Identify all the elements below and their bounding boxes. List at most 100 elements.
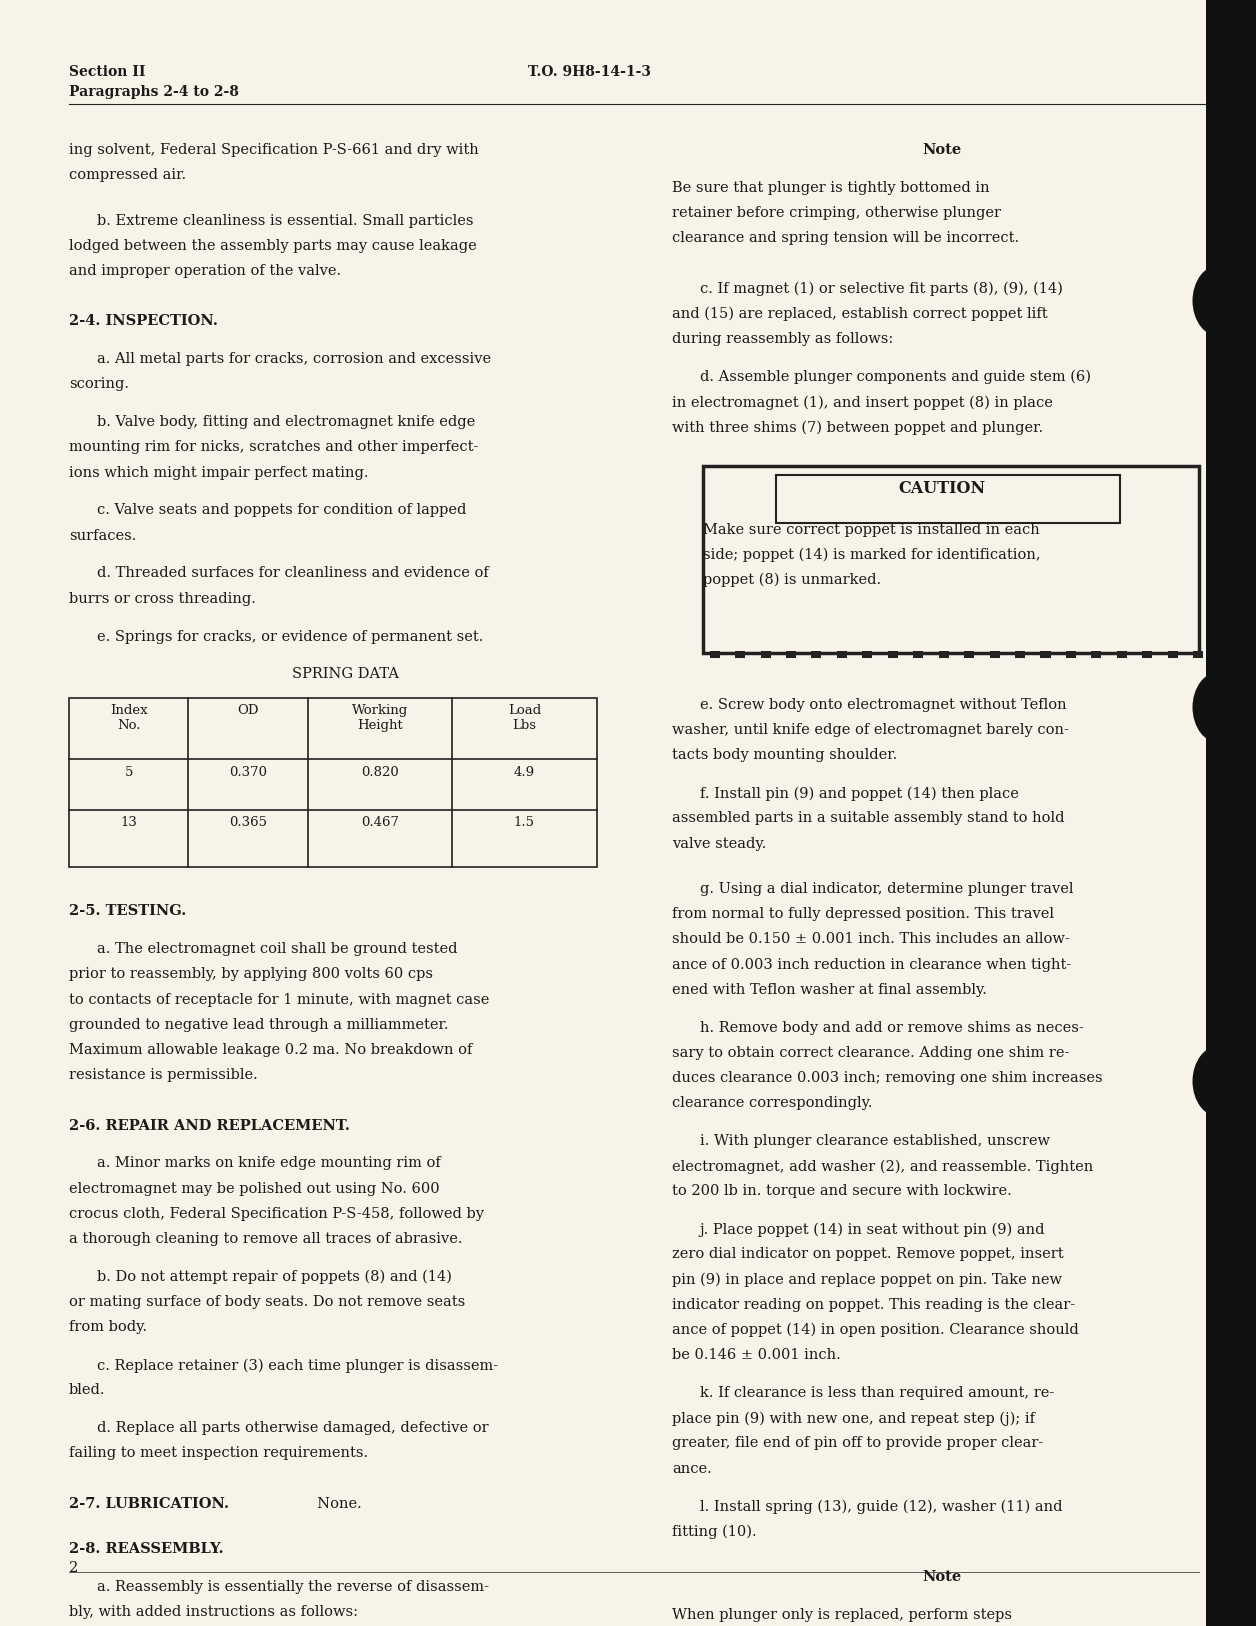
Text: with three shims (7) between poppet and plunger.: with three shims (7) between poppet and … <box>672 420 1042 434</box>
Text: i. With plunger clearance established, unscrew: i. With plunger clearance established, u… <box>700 1133 1050 1148</box>
Bar <box>1091 650 1102 657</box>
Text: Be sure that plunger is tightly bottomed in: Be sure that plunger is tightly bottomed… <box>672 180 990 195</box>
Text: should be 0.150 ± 0.001 inch. This includes an allow-: should be 0.150 ± 0.001 inch. This inclu… <box>672 932 1070 946</box>
Bar <box>1206 0 1256 1626</box>
Bar <box>1168 650 1178 657</box>
Text: a. Minor marks on knife edge mounting rim of: a. Minor marks on knife edge mounting ri… <box>97 1156 441 1171</box>
Text: a thorough cleaning to remove all traces of abrasive.: a thorough cleaning to remove all traces… <box>69 1233 462 1246</box>
Text: from body.: from body. <box>69 1320 147 1335</box>
Text: c. If magnet (1) or selective fit parts (8), (9), (14): c. If magnet (1) or selective fit parts … <box>700 281 1063 296</box>
Text: failing to meet inspection requirements.: failing to meet inspection requirements. <box>69 1446 368 1460</box>
Text: during reassembly as follows:: during reassembly as follows: <box>672 332 893 346</box>
Text: l. Install spring (13), guide (12), washer (11) and: l. Install spring (13), guide (12), wash… <box>700 1499 1063 1514</box>
Bar <box>710 650 720 657</box>
Text: 2: 2 <box>69 1561 78 1576</box>
Text: d. Threaded surfaces for cleanliness and evidence of: d. Threaded surfaces for cleanliness and… <box>97 566 489 580</box>
Text: Section II: Section II <box>69 65 146 80</box>
Text: Make sure correct poppet is installed in each: Make sure correct poppet is installed in… <box>703 522 1040 537</box>
Text: in electromagnet (1), and insert poppet (8) in place: in electromagnet (1), and insert poppet … <box>672 395 1053 410</box>
Text: clearance correspondingly.: clearance correspondingly. <box>672 1096 873 1111</box>
Text: 0.820: 0.820 <box>360 766 399 779</box>
Text: be 0.146 ± 0.001 inch.: be 0.146 ± 0.001 inch. <box>672 1348 840 1363</box>
Circle shape <box>1193 672 1248 743</box>
Text: ened with Teflon washer at final assembly.: ened with Teflon washer at final assembl… <box>672 982 987 997</box>
Text: duces clearance 0.003 inch; removing one shim increases: duces clearance 0.003 inch; removing one… <box>672 1072 1103 1085</box>
Text: b. Do not attempt repair of poppets (8) and (14): b. Do not attempt repair of poppets (8) … <box>97 1270 452 1285</box>
Text: ance of poppet (14) in open position. Clearance should: ance of poppet (14) in open position. Cl… <box>672 1324 1079 1338</box>
Text: e. Screw body onto electromagnet without Teflon: e. Screw body onto electromagnet without… <box>700 698 1066 712</box>
Bar <box>1040 650 1050 657</box>
Text: Working
Height: Working Height <box>352 704 408 732</box>
Text: to contacts of receptacle for 1 minute, with magnet case: to contacts of receptacle for 1 minute, … <box>69 992 490 1006</box>
Text: zero dial indicator on poppet. Remove poppet, insert: zero dial indicator on poppet. Remove po… <box>672 1247 1064 1262</box>
Text: fitting (10).: fitting (10). <box>672 1525 756 1540</box>
Text: b. Extreme cleanliness is essential. Small particles: b. Extreme cleanliness is essential. Sma… <box>97 213 474 228</box>
Text: CAUTION: CAUTION <box>898 480 986 498</box>
Text: d. Replace all parts otherwise damaged, defective or: d. Replace all parts otherwise damaged, … <box>97 1421 489 1436</box>
Text: Paragraphs 2-4 to 2-8: Paragraphs 2-4 to 2-8 <box>69 85 239 99</box>
Circle shape <box>1193 1046 1248 1117</box>
Text: Note: Note <box>922 1571 962 1584</box>
Text: ance.: ance. <box>672 1462 712 1476</box>
Text: ions which might impair perfect mating.: ions which might impair perfect mating. <box>69 465 368 480</box>
Circle shape <box>1193 265 1248 337</box>
Text: poppet (8) is unmarked.: poppet (8) is unmarked. <box>703 572 882 587</box>
Text: grounded to negative lead through a milliammeter.: grounded to negative lead through a mill… <box>69 1018 448 1033</box>
Text: j. Place poppet (14) in seat without pin (9) and: j. Place poppet (14) in seat without pin… <box>700 1223 1045 1237</box>
Text: 5: 5 <box>124 766 133 779</box>
Text: washer, until knife edge of electromagnet barely con-: washer, until knife edge of electromagne… <box>672 724 1069 737</box>
Text: 2-7. LUBRICATION.: 2-7. LUBRICATION. <box>69 1496 229 1511</box>
Text: Load
Lbs: Load Lbs <box>507 704 541 732</box>
Text: side; poppet (14) is marked for identification,: side; poppet (14) is marked for identifi… <box>703 548 1041 563</box>
Text: 2-4. INSPECTION.: 2-4. INSPECTION. <box>69 314 219 328</box>
Text: clearance and spring tension will be incorrect.: clearance and spring tension will be inc… <box>672 231 1019 246</box>
Text: e. Springs for cracks, or evidence of permanent set.: e. Springs for cracks, or evidence of pe… <box>97 629 484 644</box>
Bar <box>938 650 948 657</box>
Bar <box>1066 650 1076 657</box>
Text: to 200 lb in. torque and secure with lockwire.: to 200 lb in. torque and secure with loc… <box>672 1184 1012 1198</box>
Bar <box>735 650 745 657</box>
Text: bled.: bled. <box>69 1384 106 1397</box>
Text: resistance is permissible.: resistance is permissible. <box>69 1068 257 1083</box>
Text: a. All metal parts for cracks, corrosion and excessive: a. All metal parts for cracks, corrosion… <box>97 353 491 366</box>
Text: electromagnet may be polished out using No. 600: electromagnet may be polished out using … <box>69 1182 440 1195</box>
Text: 0.467: 0.467 <box>360 816 399 829</box>
Text: SPRING DATA: SPRING DATA <box>291 667 399 681</box>
Bar <box>836 650 847 657</box>
Text: 2-8. REASSEMBLY.: 2-8. REASSEMBLY. <box>69 1541 224 1556</box>
Text: Index
No.: Index No. <box>111 704 147 732</box>
Text: indicator reading on poppet. This reading is the clear-: indicator reading on poppet. This readin… <box>672 1298 1075 1312</box>
Bar <box>761 650 771 657</box>
Text: greater, file end of pin off to provide proper clear-: greater, file end of pin off to provide … <box>672 1436 1044 1450</box>
Text: scoring.: scoring. <box>69 377 129 392</box>
Text: tacts body mounting shoulder.: tacts body mounting shoulder. <box>672 748 897 763</box>
Bar <box>990 650 1000 657</box>
Text: ance of 0.003 inch reduction in clearance when tight-: ance of 0.003 inch reduction in clearanc… <box>672 958 1071 972</box>
Text: g. Using a dial indicator, determine plunger travel: g. Using a dial indicator, determine plu… <box>700 881 1073 896</box>
Text: k. If clearance is less than required amount, re-: k. If clearance is less than required am… <box>700 1385 1054 1400</box>
Bar <box>913 650 923 657</box>
Text: electromagnet, add washer (2), and reassemble. Tighten: electromagnet, add washer (2), and reass… <box>672 1159 1093 1174</box>
Text: 4.9: 4.9 <box>514 766 535 779</box>
Bar <box>811 650 821 657</box>
Text: 0.370: 0.370 <box>229 766 268 779</box>
Text: 2-6. REPAIR AND REPLACEMENT.: 2-6. REPAIR AND REPLACEMENT. <box>69 1119 350 1133</box>
Text: retainer before crimping, otherwise plunger: retainer before crimping, otherwise plun… <box>672 207 1001 220</box>
Text: surfaces.: surfaces. <box>69 528 137 543</box>
Bar <box>863 650 873 657</box>
Text: f. Install pin (9) and poppet (14) then place: f. Install pin (9) and poppet (14) then … <box>700 787 1019 800</box>
Text: place pin (9) with new one, and repeat step (j); if: place pin (9) with new one, and repeat s… <box>672 1411 1035 1426</box>
Text: burrs or cross threading.: burrs or cross threading. <box>69 592 256 606</box>
Text: T.O. 9H8-14-1-3: T.O. 9H8-14-1-3 <box>528 65 651 80</box>
Bar <box>1117 650 1127 657</box>
Text: 2-5. TESTING.: 2-5. TESTING. <box>69 904 186 919</box>
Text: or mating surface of body seats. Do not remove seats: or mating surface of body seats. Do not … <box>69 1294 465 1309</box>
Text: prior to reassembly, by applying 800 volts 60 cps: prior to reassembly, by applying 800 vol… <box>69 967 433 982</box>
Bar <box>888 650 898 657</box>
Bar <box>965 650 975 657</box>
Text: pin (9) in place and replace poppet on pin. Take new: pin (9) in place and replace poppet on p… <box>672 1273 1063 1288</box>
Text: c. Valve seats and poppets for condition of lapped: c. Valve seats and poppets for condition… <box>97 504 466 517</box>
Text: bly, with added instructions as follows:: bly, with added instructions as follows: <box>69 1605 358 1619</box>
Bar <box>1193 650 1203 657</box>
Text: sary to obtain correct clearance. Adding one shim re-: sary to obtain correct clearance. Adding… <box>672 1046 1069 1060</box>
